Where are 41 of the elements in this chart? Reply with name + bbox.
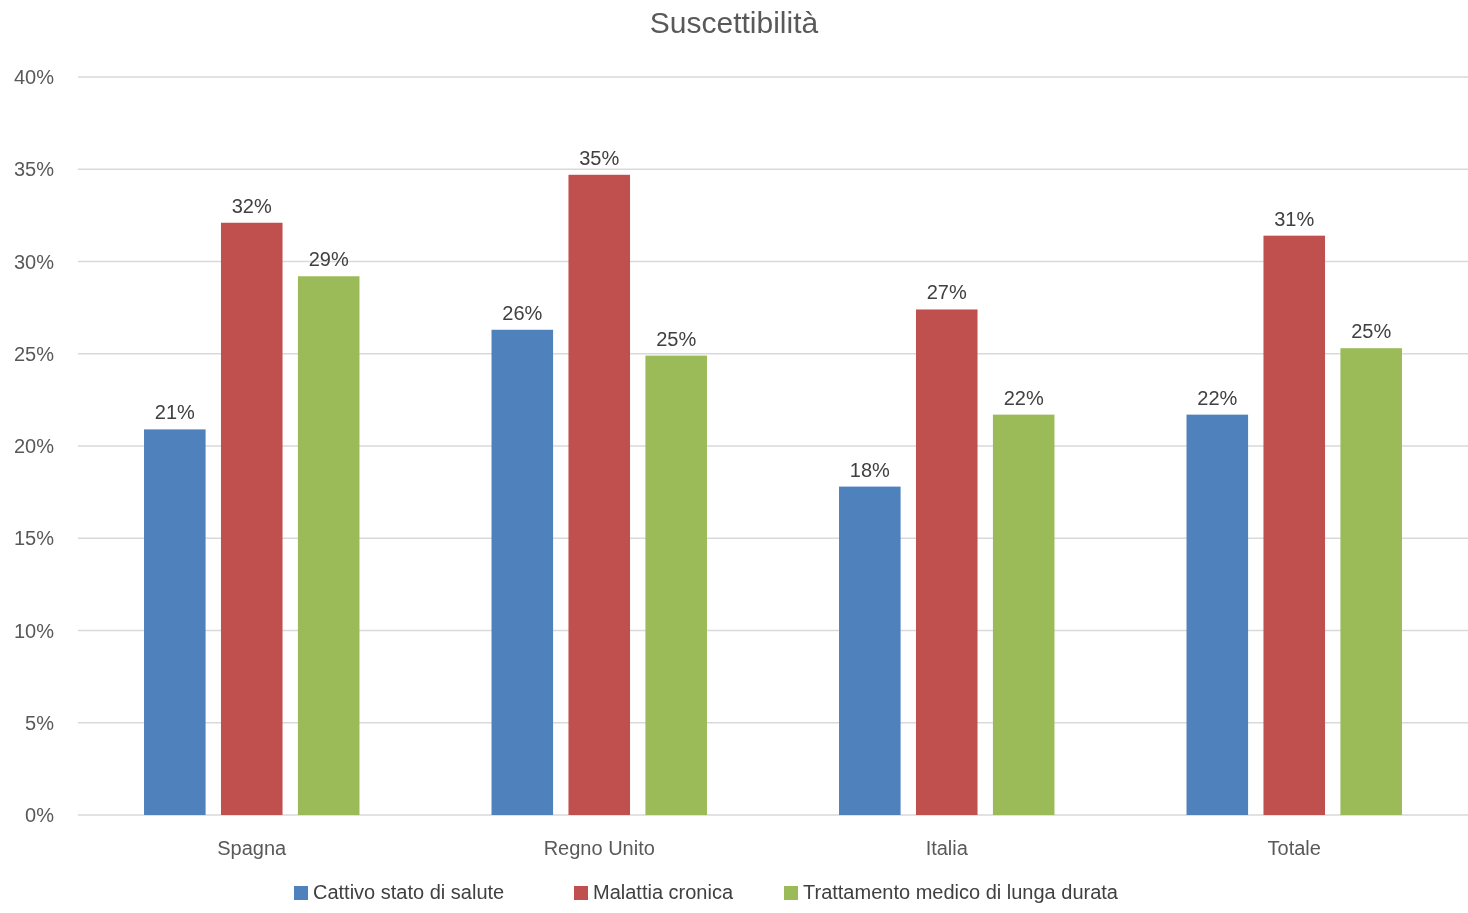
bar xyxy=(1186,414,1249,815)
bar xyxy=(297,276,360,815)
bar xyxy=(220,222,283,815)
x-tick-label: Italia xyxy=(925,837,969,859)
data-label: 22% xyxy=(1003,386,1044,409)
legend-label: Malattia cronica xyxy=(593,881,734,903)
bar xyxy=(839,486,901,815)
data-label: 25% xyxy=(656,327,697,350)
x-tick-label: Regno Unito xyxy=(543,837,655,859)
chart-title: Suscettibilità xyxy=(649,6,819,39)
y-tick-label: 15% xyxy=(13,527,55,550)
data-label: 32% xyxy=(231,194,272,217)
data-label: 27% xyxy=(926,281,967,304)
data-label: 18% xyxy=(849,458,891,481)
data-label: 35% xyxy=(579,146,620,169)
data-label: 26% xyxy=(502,301,543,324)
bar xyxy=(144,429,206,815)
x-tick-label: Spagna xyxy=(217,837,288,859)
y-tick-label: 20% xyxy=(13,435,55,457)
bar xyxy=(1263,235,1326,815)
data-label: 25% xyxy=(1351,320,1392,343)
legend-label: Cattivo stato di salute xyxy=(313,881,505,903)
bar xyxy=(568,174,631,815)
data-label: 31% xyxy=(1274,207,1315,230)
bar xyxy=(491,329,554,815)
y-tick-label: 30% xyxy=(13,250,55,273)
data-label: 21% xyxy=(154,401,196,424)
y-tick-label: 25% xyxy=(13,342,55,365)
y-tick-label: 5% xyxy=(25,711,55,734)
bar xyxy=(645,355,707,815)
bar xyxy=(1340,348,1402,815)
x-tick-label: Totale xyxy=(1267,837,1321,859)
bar xyxy=(915,309,978,815)
bar xyxy=(992,414,1055,815)
y-tick-label: 40% xyxy=(13,66,55,88)
y-tick-label: 35% xyxy=(13,158,55,181)
legend-label: Trattamento medico di lunga durata xyxy=(803,881,1119,903)
data-label: 29% xyxy=(308,248,349,271)
y-tick-label: 0% xyxy=(25,804,55,826)
y-tick-label: 10% xyxy=(13,619,55,642)
data-label: 22% xyxy=(1197,386,1238,409)
